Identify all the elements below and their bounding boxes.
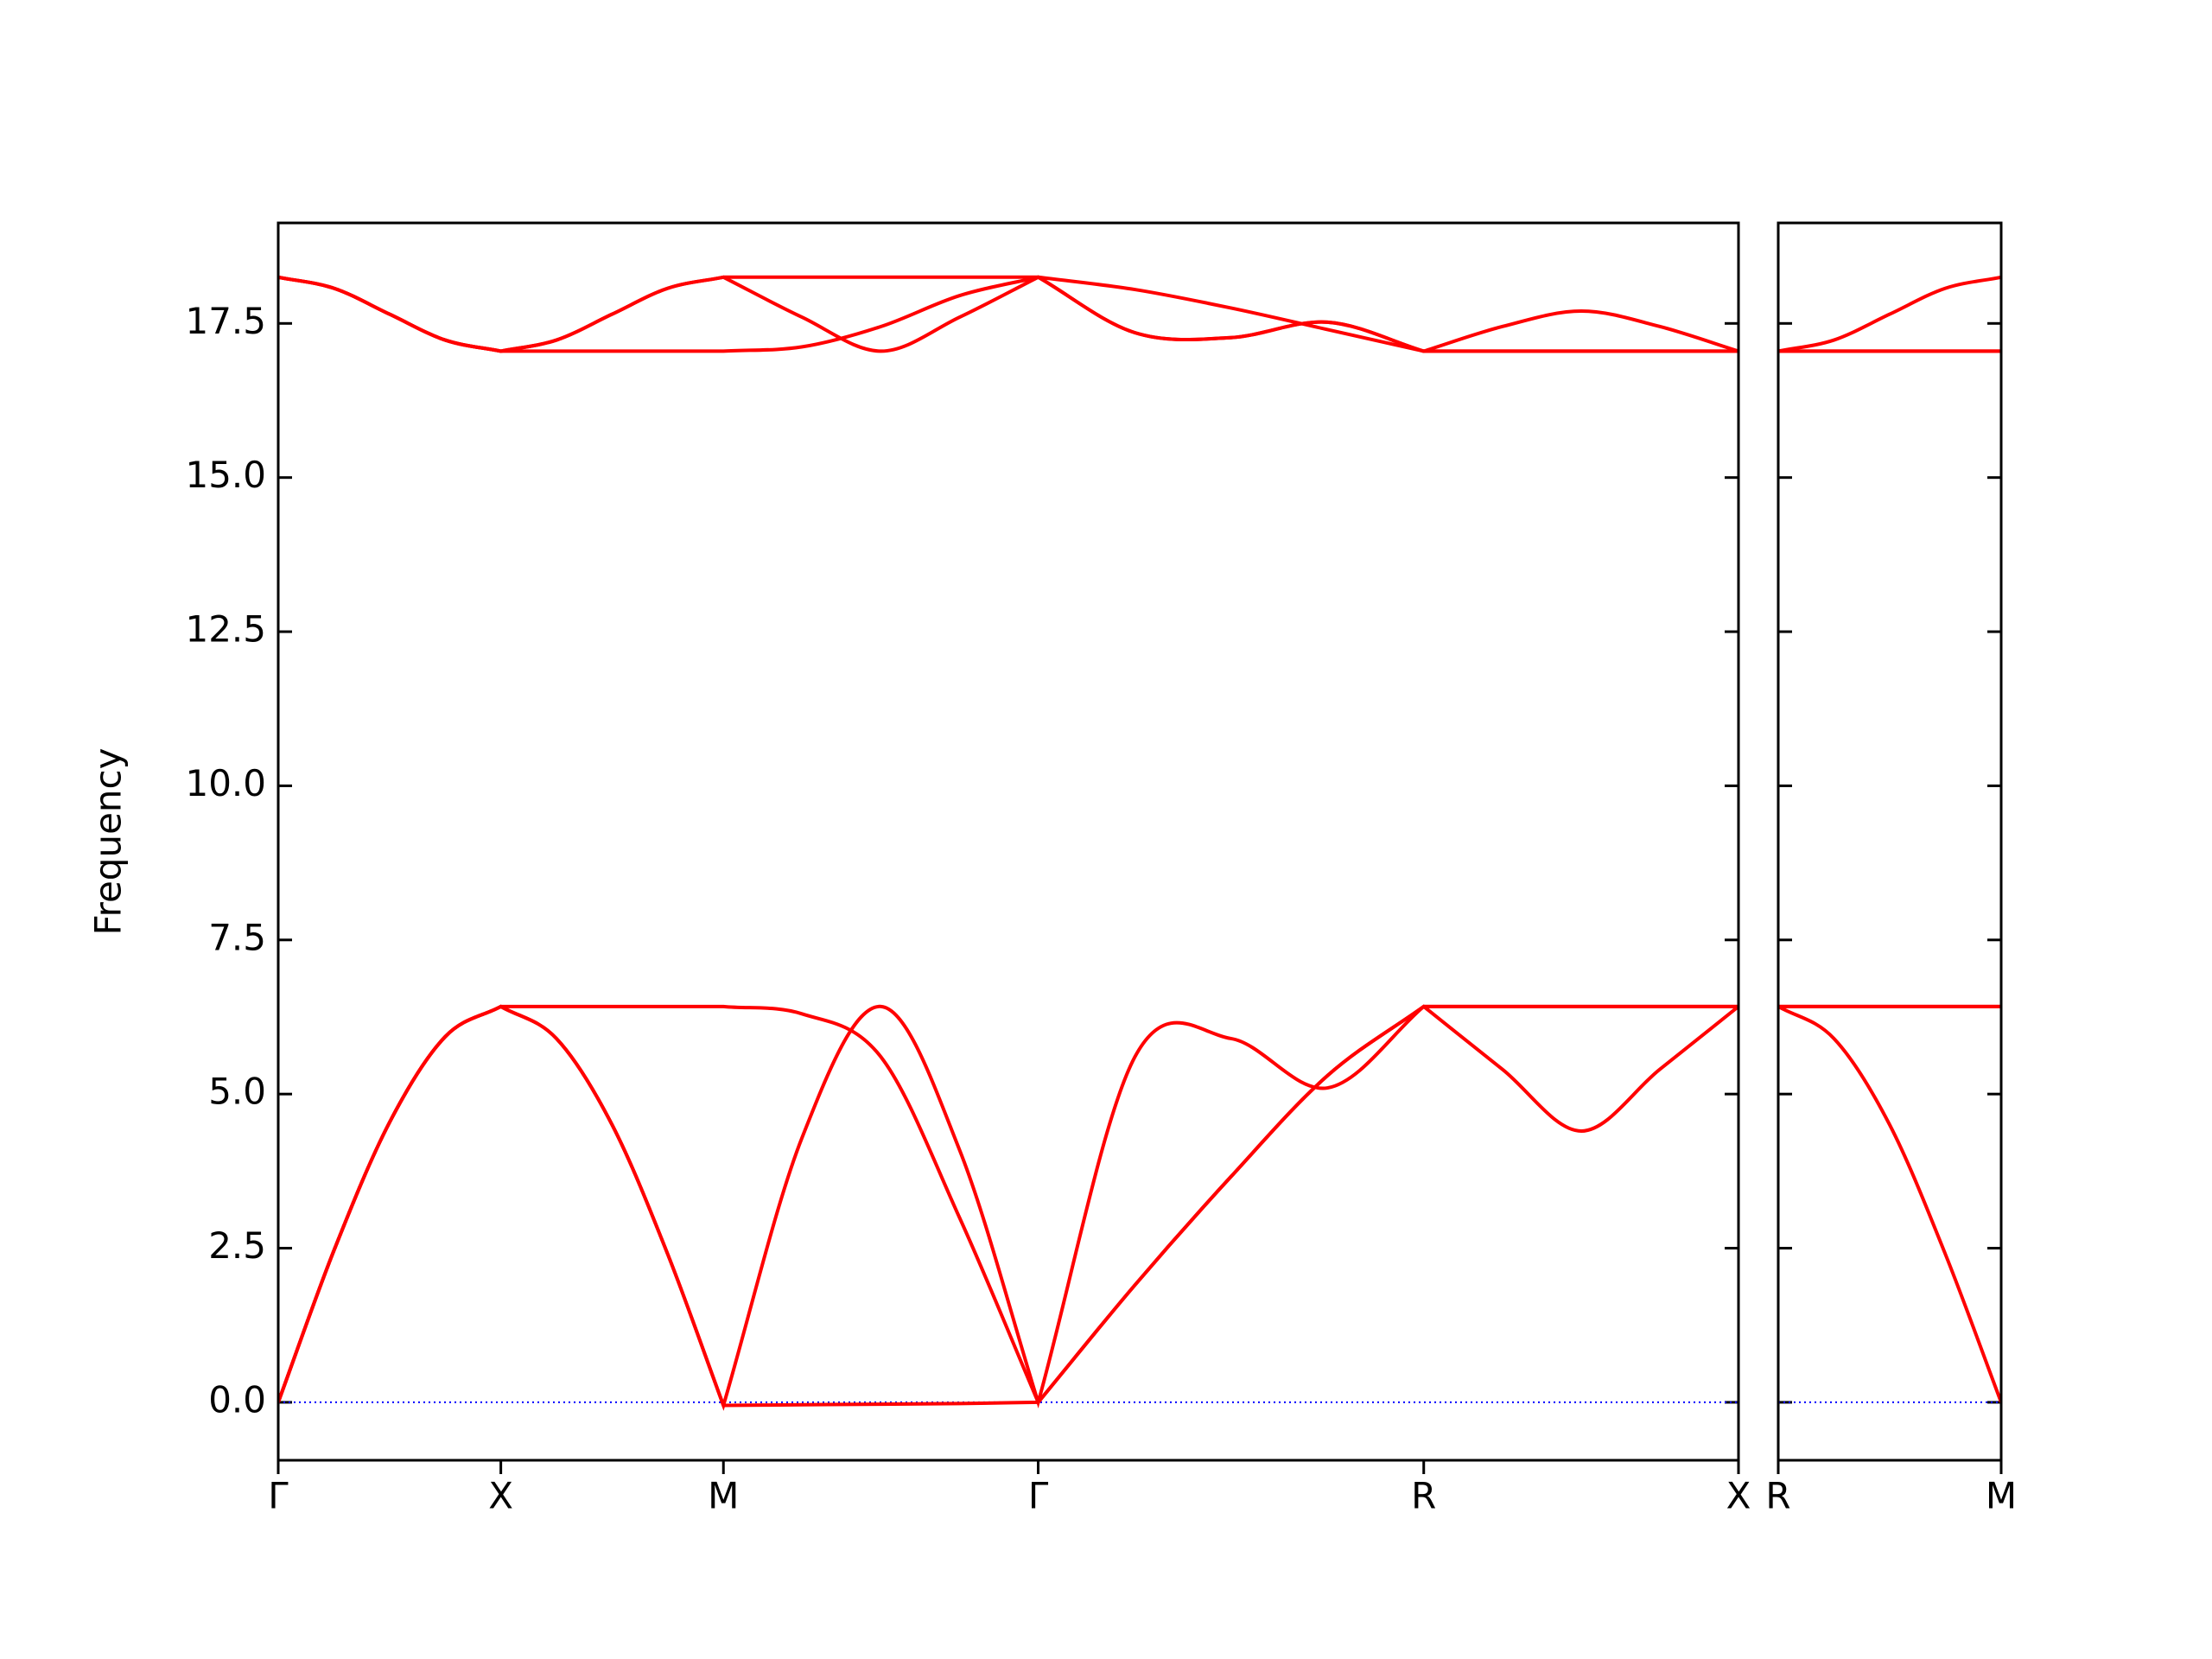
x-tick-label: X [1726,1475,1751,1517]
band-line [1778,1005,2001,1403]
x-tick-label: M [1986,1475,2017,1517]
band-line [278,275,1738,353]
plot-frame [1777,221,2003,1462]
y-tick-label: 5.0 [208,1071,266,1113]
y-tick-label: 12.5 [185,608,266,651]
x-tick-label: X [488,1475,513,1517]
plot-frame [276,221,1740,1462]
y-tick-label: 10.0 [185,762,266,804]
x-tick-label: Γ [1028,1475,1049,1517]
band-line [278,275,1738,353]
band-line [278,1004,1738,1411]
y-tick-label: 15.0 [185,454,266,496]
x-tick-label: R [1411,1475,1436,1517]
band-line [1778,275,2001,353]
y-tick-label: 7.5 [208,916,266,958]
y-axis-label: Frequency [87,748,130,936]
y-tick-label: 17.5 [185,300,266,342]
band-line [278,1004,1738,1408]
x-tick-label: R [1765,1475,1790,1517]
y-tick-label: 2.5 [208,1224,266,1267]
band-line [278,1004,1738,1406]
y-tick-label: 0.0 [208,1378,266,1421]
x-tick-label: Γ [268,1475,289,1517]
band-line [278,275,1738,353]
x-tick-label: M [708,1475,739,1517]
